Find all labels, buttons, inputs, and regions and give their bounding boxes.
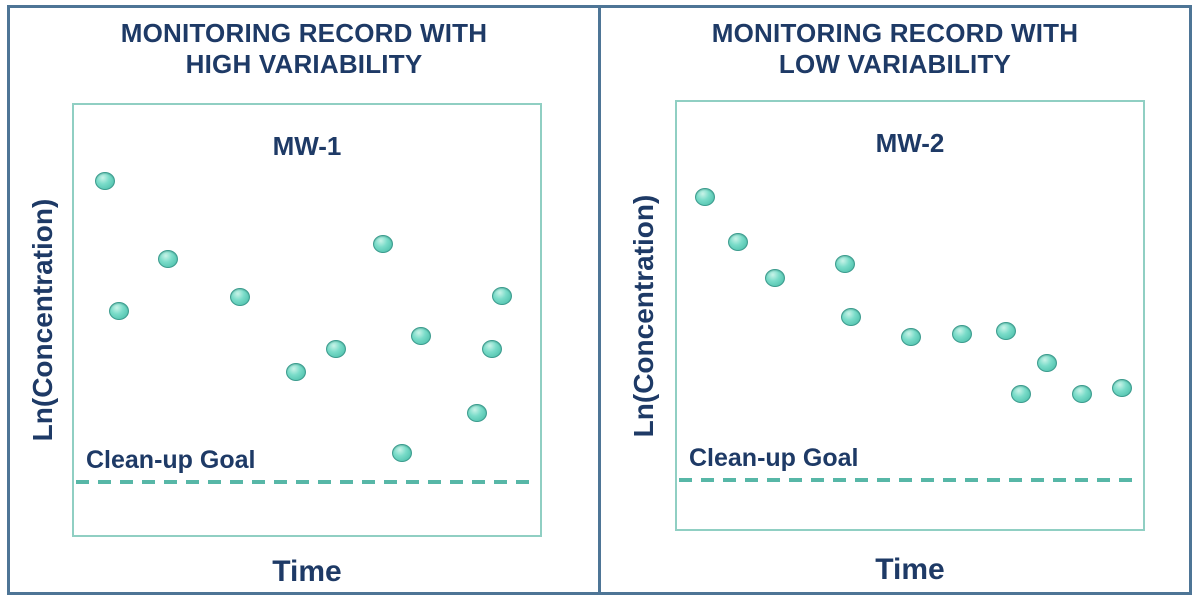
plot-area-mw1: MW-1 Clean-up Goal (72, 103, 542, 537)
data-point (1072, 385, 1093, 404)
monitoring-variability-figure: MONITORING RECORD WITH HIGH VARIABILITY … (7, 5, 1192, 595)
data-point (492, 287, 513, 306)
x-axis-label: Time (875, 553, 945, 586)
cleanup-goal-label: Clean-up Goal (86, 446, 256, 475)
data-point (841, 307, 862, 326)
panel-low-variability: MONITORING RECORD WITH LOW VARIABILITY L… (598, 8, 1189, 592)
data-point (325, 339, 346, 358)
panel-heading-line1: MONITORING RECORD WITH (711, 18, 1079, 48)
panel-heading-line1: MONITORING RECORD WITH (120, 18, 488, 48)
data-point (392, 443, 413, 462)
cleanup-goal-label: Clean-up Goal (689, 443, 859, 472)
x-axis-label: Time (272, 555, 342, 588)
data-point (466, 404, 487, 423)
well-label-mw1: MW-1 (272, 131, 342, 161)
data-point (373, 234, 394, 253)
data-point (158, 250, 179, 269)
data-point (1037, 354, 1057, 373)
panel-high-variability: MONITORING RECORD WITH HIGH VARIABILITY … (10, 8, 598, 592)
plot-area-mw2: MW-2 Clean-up Goal (675, 100, 1145, 531)
data-point (481, 339, 502, 358)
panel-heading-low: MONITORING RECORD WITH LOW VARIABILITY (601, 18, 1189, 80)
data-point (108, 301, 129, 320)
panel-heading-line2: LOW VARIABILITY (778, 49, 1012, 80)
data-point (94, 172, 115, 191)
data-point (286, 363, 307, 382)
data-point (1112, 379, 1133, 398)
panel-heading-line2: HIGH VARIABILITY (185, 49, 423, 80)
panel-heading-high: MONITORING RECORD WITH HIGH VARIABILITY (10, 18, 598, 80)
data-point (951, 324, 972, 343)
y-axis-label: Ln(Concentration) (628, 194, 659, 438)
data-point (1010, 385, 1031, 404)
data-point (995, 321, 1016, 340)
data-point (727, 233, 748, 252)
data-point (230, 288, 251, 307)
data-point (900, 327, 921, 346)
y-axis-label: Ln(Concentration) (27, 198, 58, 442)
data-point (411, 326, 432, 345)
data-point (694, 188, 715, 207)
data-point (834, 255, 855, 274)
data-point (765, 269, 786, 288)
cleanup-goal-line (76, 480, 538, 485)
cleanup-goal-line (679, 477, 1141, 482)
well-label-mw2: MW-2 (875, 128, 945, 158)
